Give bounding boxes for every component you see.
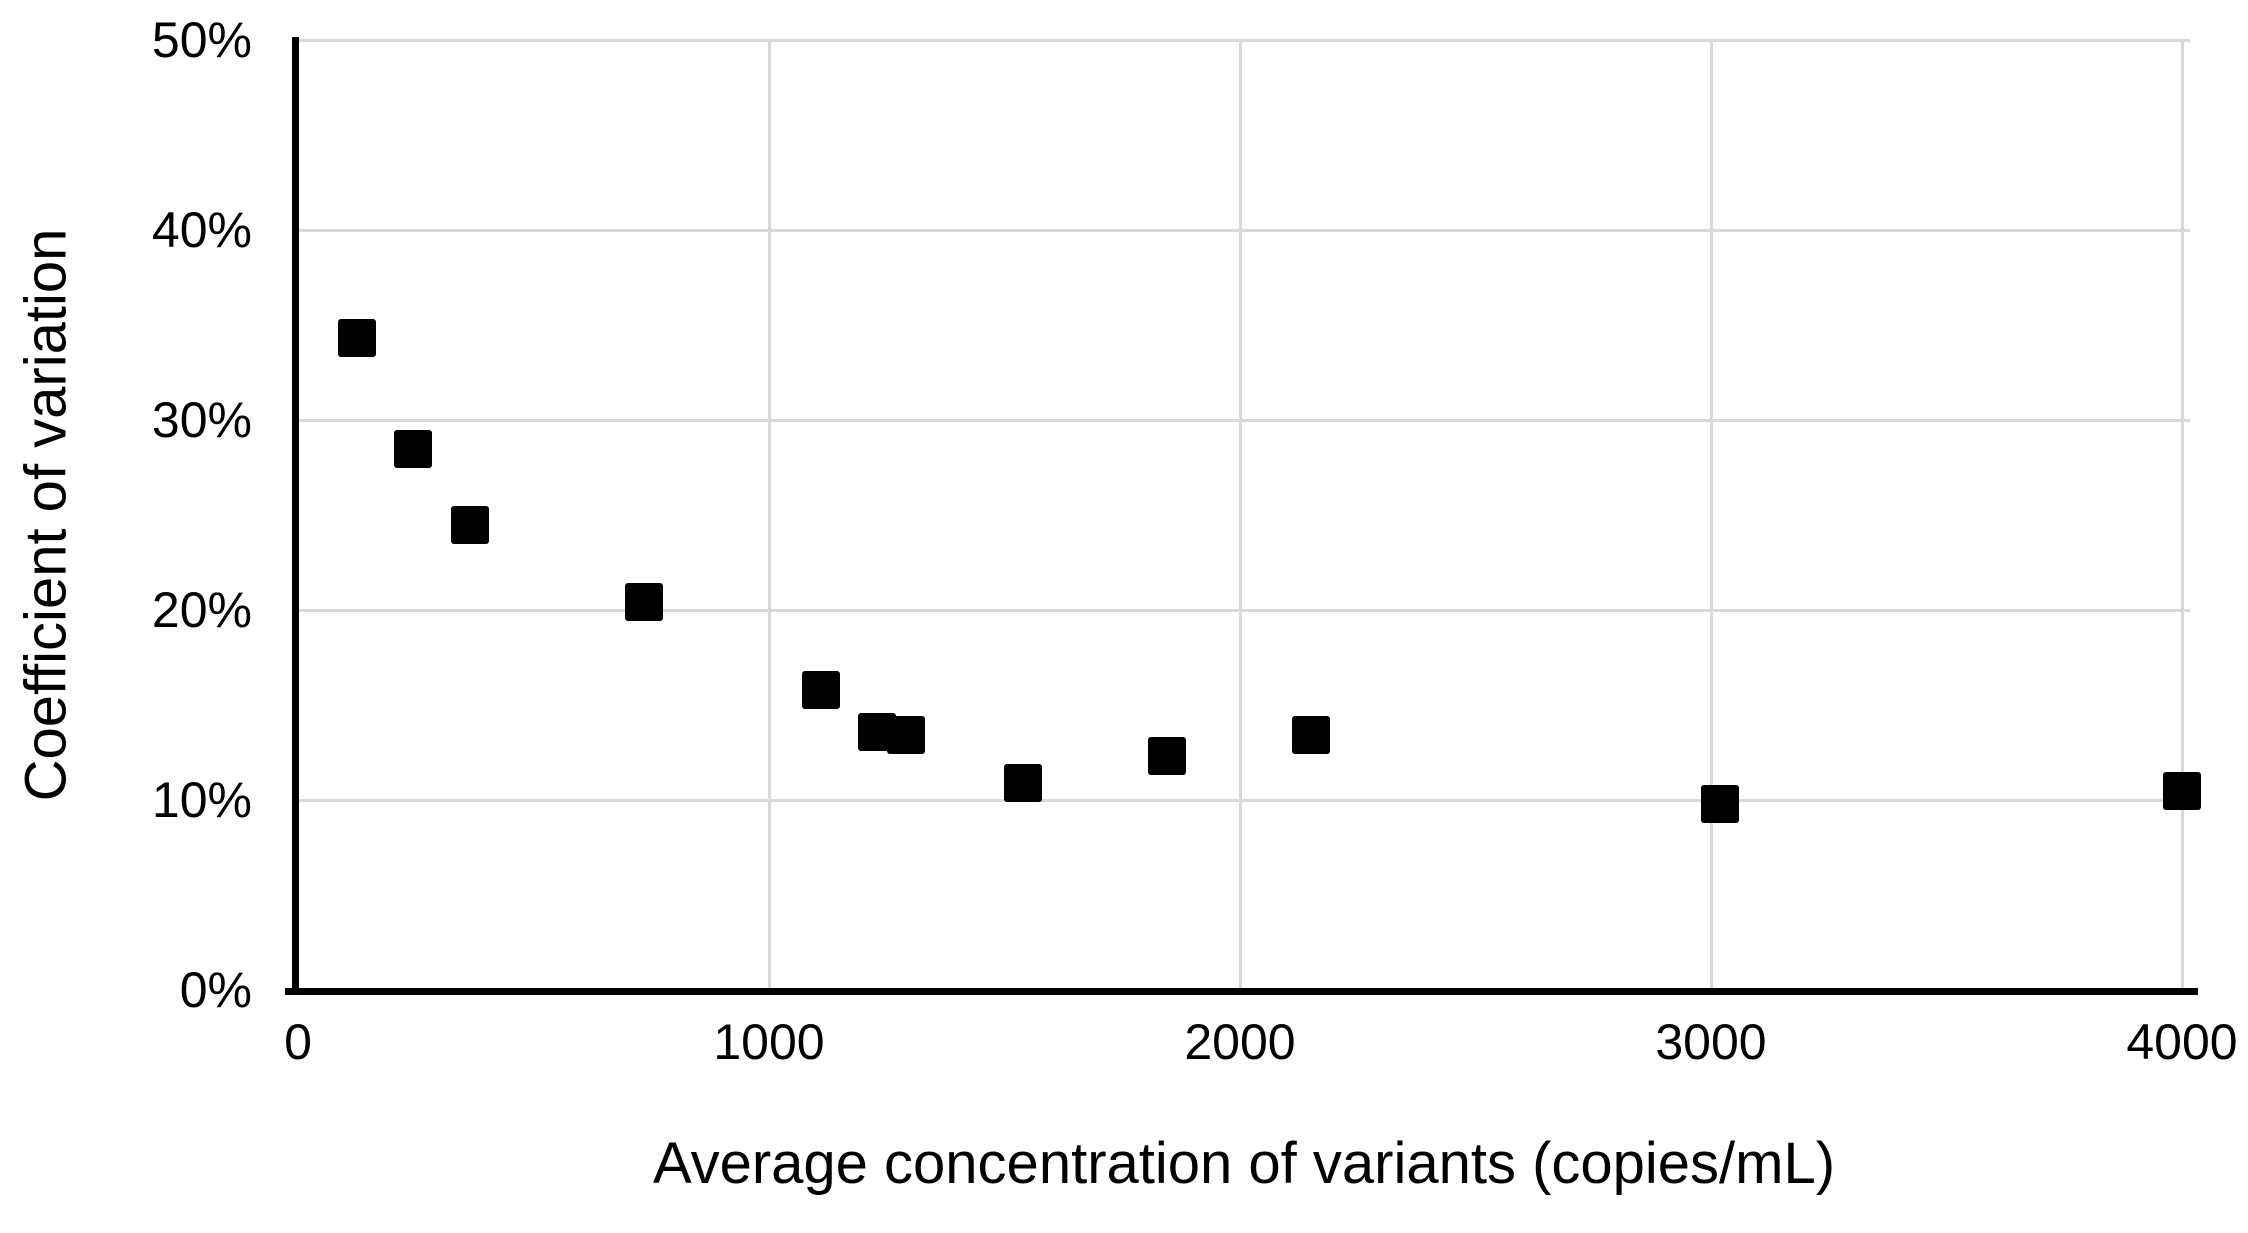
x-axis-title: Average concentration of variants (copie… (652, 1131, 1836, 1196)
x-tick-label: 1000 (713, 1014, 825, 1070)
v-gridline-2000 (1239, 40, 1242, 990)
x-tick-label: 4000 (2126, 1014, 2238, 1070)
data-point-marker (1701, 785, 1739, 823)
data-point-marker (338, 319, 376, 357)
v-gridline-3000 (1710, 40, 1713, 990)
y-axis-line (292, 37, 299, 995)
h-gridline-20% (298, 609, 2190, 612)
x-tick-label: 2000 (1184, 1014, 1296, 1070)
data-point-marker (1292, 716, 1330, 754)
data-point-marker (394, 430, 432, 468)
h-gridline-40% (298, 229, 2190, 232)
data-point-marker (887, 716, 925, 754)
v-gridline-4000 (2181, 40, 2184, 990)
h-gridline-30% (298, 419, 2190, 422)
data-point-marker (451, 506, 489, 544)
x-tick-label: 0 (284, 1014, 312, 1070)
y-tick-label: 50% (151, 12, 252, 68)
data-point-marker (1004, 764, 1042, 802)
y-tick-label: 0% (179, 962, 252, 1018)
h-gridline-10% (298, 799, 2190, 802)
x-tick-label: 3000 (1655, 1014, 1767, 1070)
data-point-marker (2163, 772, 2201, 810)
data-point-marker (802, 671, 840, 709)
plot-area (298, 39, 2201, 990)
data-point-marker (1148, 737, 1186, 775)
data-point-marker (625, 583, 663, 621)
y-axis-title: Coefficient of variation (13, 228, 79, 802)
v-gridline-1000 (768, 40, 771, 990)
h-gridline-50% (298, 39, 2190, 42)
x-axis-line (285, 988, 2198, 995)
